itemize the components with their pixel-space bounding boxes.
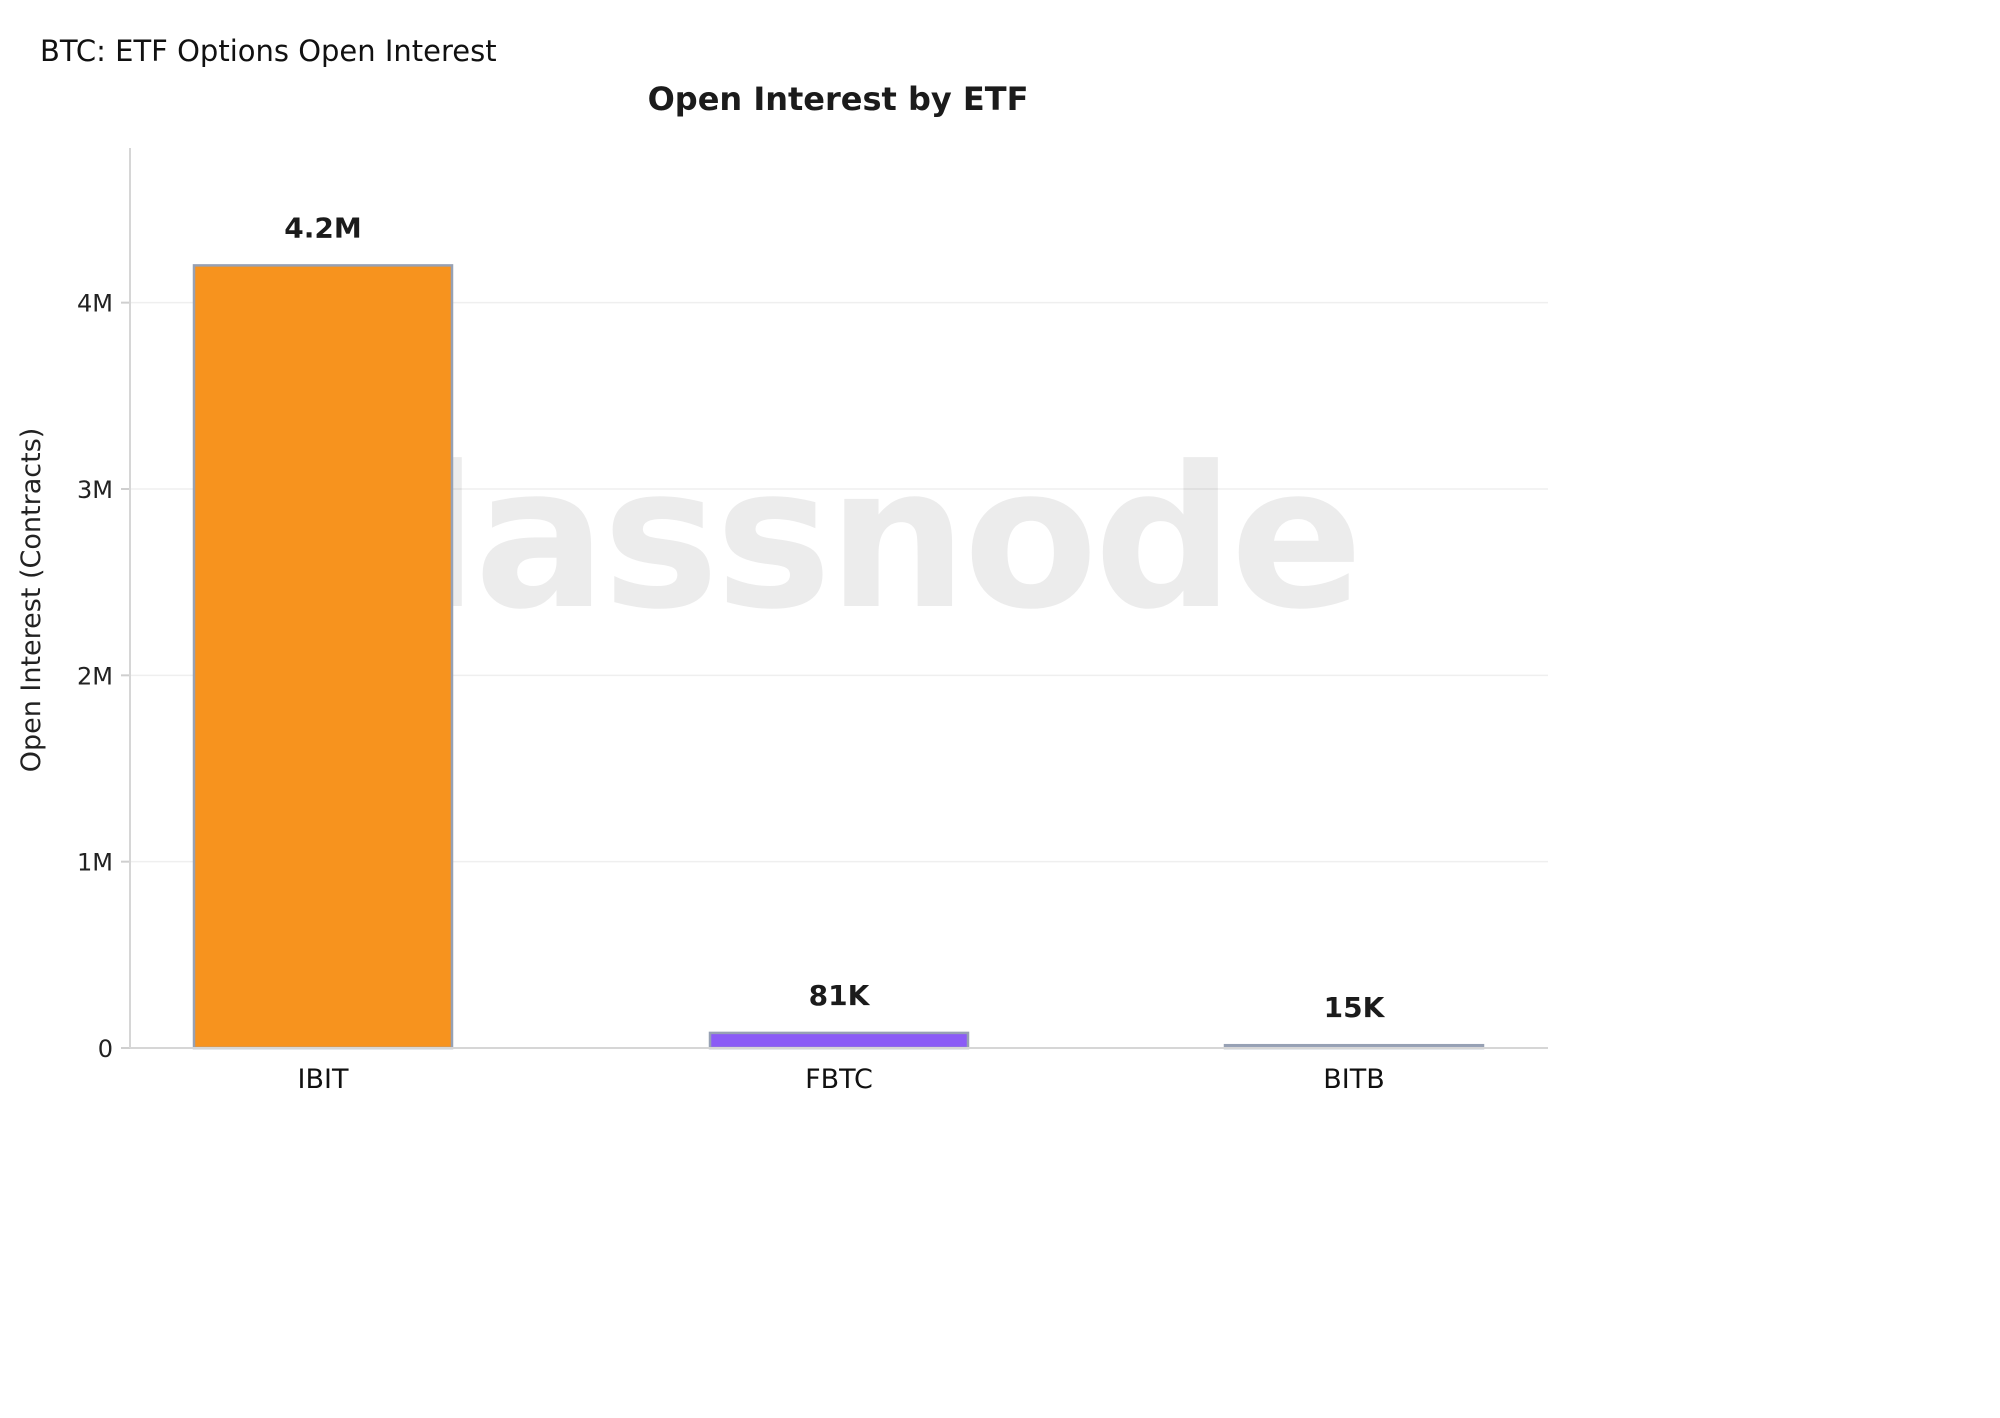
y-tick-label: 1M: [77, 849, 113, 877]
x-tick-label: FBTC: [805, 1064, 873, 1095]
y-axis-label: Open Interest (Contracts): [16, 428, 47, 773]
y-axis-ticks: 0 1M 2M 3M 4M: [77, 290, 130, 1063]
x-tick-label: BITB: [1323, 1064, 1385, 1095]
page-title: BTC: ETF Options Open Interest: [40, 34, 497, 68]
data-labels: 4.2M 81K 15K: [284, 211, 1385, 1024]
bars: [192, 264, 1485, 1050]
data-label: 4.2M: [284, 211, 361, 244]
watermark: glassnode: [275, 425, 1360, 653]
y-tick-label: 2M: [77, 662, 113, 690]
chart-title: Open Interest by ETF: [648, 80, 1029, 118]
y-tick-label: 4M: [77, 290, 113, 318]
x-axis-labels: IBIT FBTC BITB: [298, 1064, 1385, 1095]
data-label: 15K: [1324, 991, 1386, 1024]
bar-fbtc: [708, 1031, 970, 1050]
bar-chart: glassnode Open Interest by ETF Open Inte…: [16, 80, 1548, 1095]
x-tick-label: IBIT: [298, 1064, 349, 1095]
y-tick-label: 3M: [77, 476, 113, 504]
data-label: 81K: [809, 979, 871, 1012]
y-tick-label: 0: [98, 1035, 113, 1063]
bar-ibit: [192, 264, 454, 1050]
